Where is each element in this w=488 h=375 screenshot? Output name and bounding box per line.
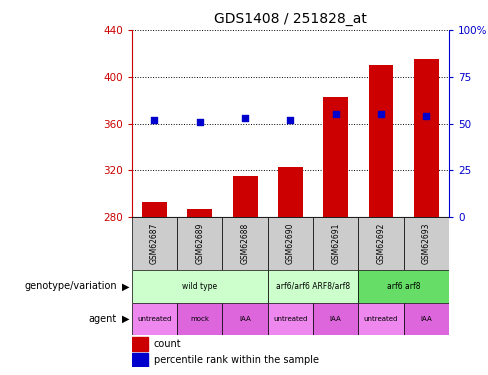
Bar bbox=[358, 217, 404, 270]
Text: count: count bbox=[154, 339, 182, 349]
Text: GSM62688: GSM62688 bbox=[241, 223, 249, 264]
Point bbox=[377, 111, 385, 117]
Text: mock: mock bbox=[190, 316, 209, 322]
Text: arf6/arf6 ARF8/arf8: arf6/arf6 ARF8/arf8 bbox=[276, 282, 350, 291]
Point bbox=[423, 113, 430, 119]
Text: GSM62692: GSM62692 bbox=[376, 223, 386, 264]
Text: agent: agent bbox=[89, 314, 117, 324]
Bar bbox=[132, 270, 268, 303]
Bar bbox=[142, 202, 167, 217]
Bar bbox=[313, 217, 358, 270]
Text: GSM62693: GSM62693 bbox=[422, 223, 431, 264]
Bar bbox=[177, 217, 223, 270]
Text: wild type: wild type bbox=[182, 282, 217, 291]
Bar bbox=[368, 65, 393, 217]
Bar bbox=[278, 167, 303, 217]
Bar bbox=[323, 97, 348, 217]
Text: GSM62691: GSM62691 bbox=[331, 223, 340, 264]
Bar bbox=[132, 337, 148, 351]
Bar bbox=[223, 303, 268, 335]
Bar bbox=[177, 303, 223, 335]
Text: GSM62690: GSM62690 bbox=[286, 223, 295, 264]
Bar bbox=[268, 303, 313, 335]
Bar bbox=[132, 217, 177, 270]
Bar bbox=[268, 270, 358, 303]
Point bbox=[196, 119, 203, 125]
Point bbox=[332, 111, 340, 117]
Text: untreated: untreated bbox=[273, 316, 307, 322]
Bar bbox=[313, 303, 358, 335]
Text: untreated: untreated bbox=[137, 316, 172, 322]
Text: untreated: untreated bbox=[364, 316, 398, 322]
Bar bbox=[132, 353, 148, 367]
Bar bbox=[414, 59, 439, 217]
Text: percentile rank within the sample: percentile rank within the sample bbox=[154, 355, 319, 365]
Point bbox=[150, 117, 158, 123]
Bar bbox=[132, 303, 177, 335]
Bar bbox=[358, 270, 449, 303]
Point bbox=[241, 115, 249, 121]
Text: IAA: IAA bbox=[421, 316, 432, 322]
Point bbox=[286, 117, 294, 123]
Text: IAA: IAA bbox=[330, 316, 342, 322]
Bar bbox=[358, 303, 404, 335]
Bar bbox=[404, 217, 449, 270]
Text: arf6 arf8: arf6 arf8 bbox=[387, 282, 420, 291]
Bar bbox=[268, 217, 313, 270]
Text: ▶: ▶ bbox=[122, 281, 129, 291]
Bar bbox=[404, 303, 449, 335]
Bar bbox=[233, 176, 258, 217]
Text: IAA: IAA bbox=[239, 316, 251, 322]
Text: ▶: ▶ bbox=[122, 314, 129, 324]
Bar bbox=[187, 209, 212, 217]
Bar bbox=[223, 217, 268, 270]
Text: GSM62687: GSM62687 bbox=[150, 223, 159, 264]
Title: GDS1408 / 251828_at: GDS1408 / 251828_at bbox=[214, 12, 367, 26]
Text: GSM62689: GSM62689 bbox=[195, 223, 204, 264]
Text: genotype/variation: genotype/variation bbox=[24, 281, 117, 291]
